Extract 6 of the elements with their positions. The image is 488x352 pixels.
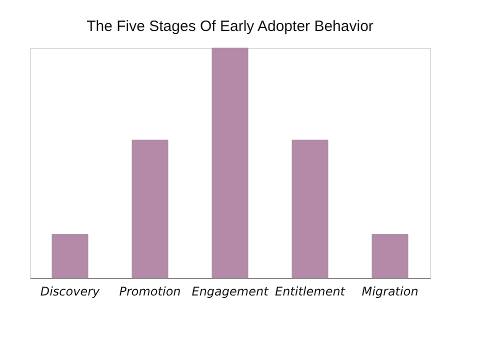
- x-tick-label: Promotion: [119, 284, 181, 298]
- x-tick-label: Discovery: [40, 284, 101, 298]
- chart-title: The Five Stages Of Early Adopter Behavior: [86, 18, 374, 35]
- x-tick-label: Migration: [362, 284, 418, 298]
- x-tick-label: Engagement: [192, 284, 270, 298]
- x-tick-label: Entitlement: [274, 284, 346, 298]
